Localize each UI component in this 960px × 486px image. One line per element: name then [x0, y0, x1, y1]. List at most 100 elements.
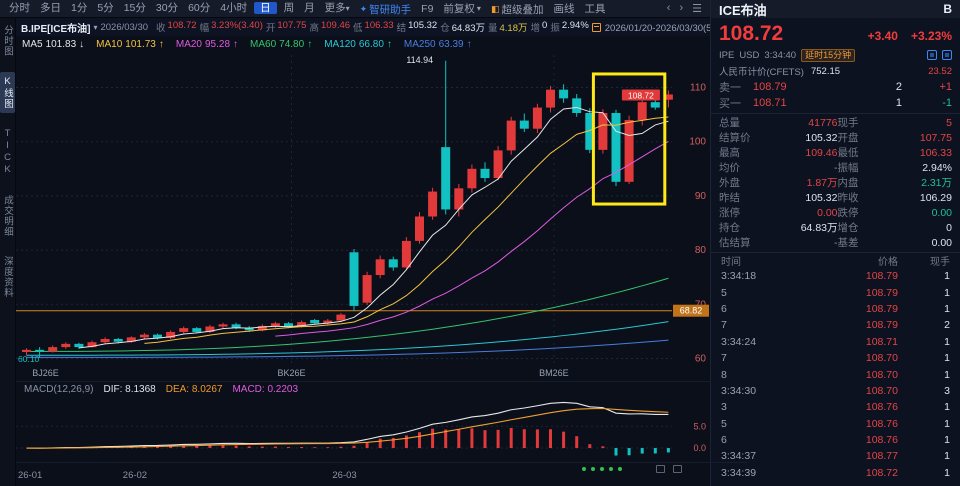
ma-value: 66.80	[358, 39, 384, 50]
ma-arrow-icon: ↑	[386, 39, 392, 50]
tape-col-header: 时间	[721, 257, 741, 268]
stat-row-1: 结算价 105.32 开盘 107.75	[711, 130, 960, 145]
ma-legend-MA60[interactable]: MA60 74.80 ↑	[250, 39, 312, 50]
nav-forward-icon[interactable]: ›	[679, 2, 684, 14]
tape-time: 7	[721, 352, 727, 365]
stat-label: 增仓	[837, 222, 859, 234]
tape-qty: 1	[944, 417, 950, 430]
chart-workspace: 分时 多日 1分 5分 15分 30分 60分 4小时日周月更多▾ ✦ 智研助手 F9 前复权 ▾ ◧ 超…	[0, 0, 748, 486]
ask-row[interactable]: 卖一 108.79 2 +1	[711, 79, 960, 95]
ma-label: MA5	[22, 39, 43, 50]
ma-legend-MA20[interactable]: MA20 95.28 ↑	[176, 39, 238, 50]
stat-value: 107.75	[919, 131, 952, 144]
tape-time: 3:34:18	[721, 270, 757, 283]
symbol-caret-icon[interactable]: ▾	[93, 22, 98, 32]
price-change: +3.40	[867, 29, 898, 43]
timeframe-tab-10[interactable]: 月	[304, 2, 315, 14]
tape-qty: 1	[944, 401, 950, 414]
macd-params[interactable]: MACD(12,26,9)	[24, 383, 94, 395]
price-chart[interactable]: 11010090807060BJ26EBK26EBM26E68.82114.94…	[16, 53, 710, 381]
tool-3[interactable]: ◧ 超级叠加	[486, 2, 549, 17]
ma-value: 101.83	[45, 39, 77, 50]
ma-legend-MA250[interactable]: MA250 63.39 ↑	[404, 39, 472, 50]
stat-value: 0.00	[817, 206, 838, 219]
rail-tab-4[interactable]: 深度资料	[2, 255, 13, 298]
tape-row-6: 8 108.70 1	[711, 366, 960, 382]
timeframe-tab-8[interactable]: 日	[254, 2, 277, 14]
rail-tab-2[interactable]: TICK	[2, 127, 13, 176]
timeframe-tab-11[interactable]: 更多▾	[324, 2, 350, 14]
ma-legend-MA5[interactable]: MA5 101.83 ↓	[22, 39, 84, 50]
tape-qty: 1	[944, 466, 950, 479]
tape-row-1: 5 108.79 1	[711, 284, 960, 300]
tool-label: 智研助手	[369, 3, 412, 16]
stat-value: 105.32	[805, 131, 838, 144]
ma-label: MA10	[96, 39, 123, 50]
svg-text:114.94: 114.94	[406, 55, 433, 65]
timeframe-tab-2[interactable]: 1分	[71, 2, 88, 14]
tool-5[interactable]: 工具	[579, 1, 610, 16]
timeframe-tab-7[interactable]: 4小时	[220, 2, 248, 14]
timeframe-tab-6[interactable]: 60分	[188, 2, 211, 14]
mini-chart-icon[interactable]	[927, 50, 937, 60]
chevron-down-icon: ▾	[345, 4, 350, 13]
svg-text:100: 100	[689, 137, 706, 148]
stat-label: 昨结	[719, 192, 740, 204]
alert-icon[interactable]	[942, 50, 952, 60]
tape-price: 108.76	[865, 417, 898, 430]
expand-icon[interactable]	[673, 465, 682, 473]
cfets-change: 23.52	[928, 65, 952, 77]
tape-col-header: 价格	[878, 257, 898, 268]
info-field-label: 量	[487, 23, 498, 34]
time-sales[interactable]: 时间 价格 现手 3:34:18 108.79 1 5 108.79 1 6 108.79 1 7 10…	[711, 252, 960, 486]
snapshot-icon[interactable]	[656, 465, 665, 473]
bid-row[interactable]: 买一 108.71 1 -1	[711, 95, 960, 111]
ma-legend-MA120[interactable]: MA120 66.80 ↑	[324, 39, 392, 50]
stat-row-8: 估结算 - 基差 0.00	[711, 235, 960, 250]
book-price: 108.71	[753, 97, 787, 109]
stat-value: 0	[946, 221, 952, 234]
info-field-1: 幅 3.23%(3.40)	[200, 20, 263, 34]
symbol-code[interactable]: B.IPE[ICE布油]	[21, 23, 91, 35]
chart-annotations: 114.94 60.10 108.72	[18, 55, 667, 364]
ma-legend-MA10[interactable]: MA10 101.73 ↑	[96, 39, 164, 50]
info-field-value: 109.46	[320, 20, 351, 31]
menu-icon[interactable]: ☰	[692, 3, 702, 15]
ma-arrow-icon: ↑	[466, 39, 472, 50]
info-field-value: 64.83万	[451, 23, 485, 34]
tape-qty: 1	[944, 270, 950, 283]
market-badge[interactable]: B	[943, 2, 952, 16]
stat-label: 振幅	[837, 162, 859, 174]
nav-back-icon[interactable]: ‹	[666, 2, 671, 14]
tape-time: 3:34:30	[721, 384, 757, 397]
ma-arrow-icon: ↑	[158, 39, 164, 50]
timeframe-tab-5[interactable]: 30分	[155, 2, 179, 14]
stat-label: 跌停	[837, 207, 859, 219]
timeframe-tab-0[interactable]: 分时	[9, 2, 30, 14]
rail-tab-1[interactable]: K线图	[0, 71, 15, 113]
timeframe-tab-3[interactable]: 5分	[97, 2, 114, 14]
ma-label: MA120	[324, 39, 356, 50]
timeframe-tab-4[interactable]: 15分	[123, 2, 146, 14]
tool-4[interactable]: 画线	[548, 1, 579, 16]
info-field-9: 振 2.94%	[550, 20, 588, 34]
timeframe-tab-1[interactable]: 多日	[40, 2, 61, 14]
stat-row-4: 外盘 1.87万 内盘 2.31万	[711, 175, 960, 190]
data-status-dots	[582, 467, 622, 471]
tool-label: F9	[421, 2, 434, 15]
rail-tab-3[interactable]: 成交明细	[2, 194, 13, 237]
info-field-7: 量 4.18万	[488, 20, 528, 34]
tool-2[interactable]: 前复权 ▾	[438, 1, 486, 16]
tool-label: 前复权	[443, 2, 475, 15]
tool-1[interactable]: F9	[416, 3, 438, 15]
macd-chart[interactable]: 5.0 0.0	[16, 396, 710, 462]
tool-0[interactable]: ✦ 智研助手	[355, 2, 417, 17]
rail-tab-0[interactable]: 分时图	[2, 25, 13, 57]
timeframe-tab-9[interactable]: 周	[283, 2, 295, 14]
ma-label: MA250	[403, 39, 436, 50]
tape-row-8: 3 108.76 1	[711, 399, 960, 415]
svg-text:68.82: 68.82	[680, 306, 703, 316]
ma-arrow-icon: ↑	[233, 39, 239, 50]
tape-row-12: 3:34:39 108.72 1	[711, 465, 960, 481]
macd-value: MACD: 0.2203	[232, 383, 299, 395]
